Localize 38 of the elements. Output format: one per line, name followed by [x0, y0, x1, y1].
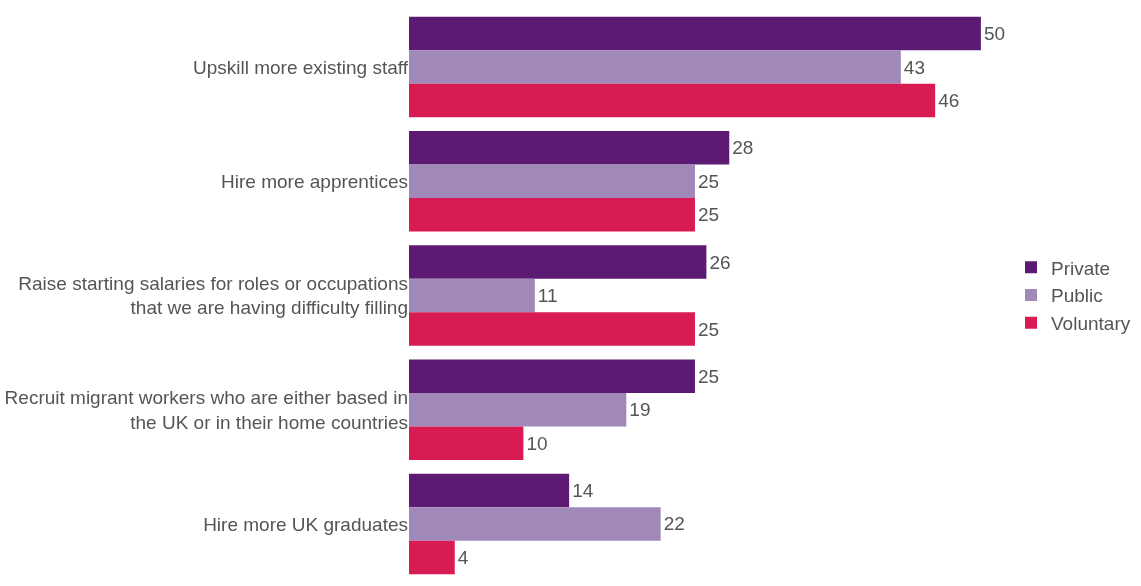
legend-label: Public: [1051, 285, 1103, 307]
y-tick-label: Hire more UK graduates: [203, 513, 408, 535]
data-label: 25: [697, 365, 720, 387]
data-label: 4: [457, 546, 469, 568]
bar: [409, 359, 695, 393]
data-label: 26: [709, 251, 731, 273]
bar: [409, 50, 901, 84]
data-label: 28: [732, 137, 754, 159]
legend-label: Voluntary: [1051, 313, 1131, 335]
data-label: 50: [983, 23, 1006, 45]
bar: [409, 278, 535, 313]
bar: [409, 540, 455, 575]
bar: [409, 83, 936, 118]
bar: [409, 426, 524, 460]
bar: [409, 16, 981, 51]
bar: [409, 131, 730, 165]
bar: [409, 473, 570, 508]
data-label: 22: [663, 513, 685, 535]
data-label: 25: [697, 204, 720, 226]
bar: [409, 312, 695, 346]
bar: [409, 245, 707, 279]
data-label: 43: [903, 56, 925, 78]
legend-label: Private: [1051, 257, 1111, 279]
bar: [409, 507, 661, 541]
data-label: 14: [572, 479, 594, 501]
y-tick-label: Hire more apprentices: [221, 170, 408, 192]
data-label: 46: [938, 90, 960, 112]
bar: [409, 198, 695, 232]
y-tick-label: Upskill more existing staff: [192, 56, 409, 78]
data-label: 10: [526, 432, 548, 454]
bar: [409, 164, 695, 199]
y-tick-label: Recruit migrant workers who are either based in the UK or in their home countries: [4, 387, 408, 433]
y-tick-label: Raise starting salaries for roles or occupations that we are having difficulty filling: [18, 272, 408, 319]
bar: [409, 392, 627, 427]
data-label: 25: [697, 170, 720, 192]
data-label: 25: [697, 318, 720, 340]
data-label: 11: [537, 285, 558, 306]
data-label: 19: [629, 399, 651, 421]
